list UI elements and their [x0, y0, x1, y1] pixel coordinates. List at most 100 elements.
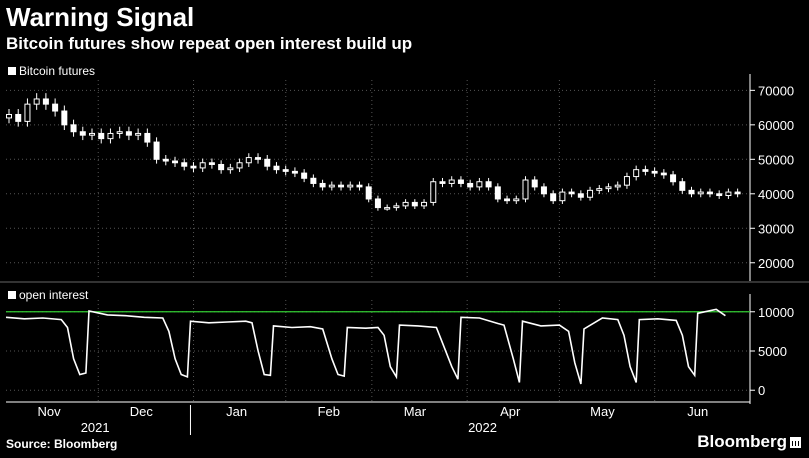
candle-body: [679, 181, 686, 191]
candle-body: [688, 189, 695, 195]
candle-body: [282, 169, 289, 172]
candle-body: [633, 169, 640, 178]
chart-subtitle: Bitcoin futures show repeat open interes…: [6, 34, 413, 53]
candle-body: [504, 198, 511, 202]
candle-body: [651, 170, 658, 174]
x-tick-label-month: Feb: [318, 404, 340, 419]
candle-body: [670, 174, 677, 183]
candle-body: [98, 132, 105, 140]
candle-body: [135, 132, 142, 136]
x-tick-label-month: Mar: [404, 404, 427, 419]
candle-body: [623, 176, 630, 186]
candle-body: [577, 193, 584, 198]
candle-body: [430, 181, 437, 203]
candle-body: [421, 201, 428, 207]
y-tick-label: 0: [758, 383, 765, 398]
y-tick-label: 50000: [758, 152, 794, 167]
candle-body: [522, 179, 529, 200]
candle-body: [24, 103, 31, 122]
candle-body: [494, 186, 501, 200]
y-tick-label: 10000: [758, 305, 794, 320]
candle-body: [181, 162, 188, 167]
legend-label: open interest: [19, 288, 89, 302]
legend-label: Bitcoin futures: [19, 64, 96, 78]
candle-body: [439, 181, 446, 184]
candle-body: [338, 184, 345, 188]
candle-body: [596, 188, 603, 191]
candle-body: [52, 103, 59, 112]
candle-body: [384, 207, 391, 210]
candle-body: [411, 201, 418, 207]
brand-logo: Bloomberg: [697, 432, 801, 452]
x-tick-label-month: Nov: [37, 404, 61, 419]
x-tick-label-month: Dec: [130, 404, 154, 419]
x-tick-label-month: Jun: [687, 404, 708, 419]
candle-body: [208, 162, 215, 165]
candle-body: [190, 165, 197, 169]
candle-body: [89, 132, 96, 136]
candle-body: [734, 191, 741, 195]
candle-body: [467, 182, 474, 188]
candle-body: [660, 172, 667, 176]
candle-body: [559, 191, 566, 202]
candle-body: [476, 181, 483, 188]
candle-body: [291, 170, 298, 174]
candle-body: [531, 179, 538, 188]
candle-body: [642, 169, 649, 172]
legend-open-interest: open interest: [8, 288, 88, 302]
candle-body: [162, 158, 169, 162]
candle-body: [328, 184, 335, 188]
legend-bitcoin-futures: Bitcoin futures: [8, 64, 95, 78]
candle-body: [393, 205, 400, 209]
candle-body: [79, 131, 86, 136]
source-note: Source: Bloomberg: [6, 437, 118, 451]
open-interest-line: [5, 308, 726, 385]
candle-body: [485, 181, 492, 188]
x-tick-label-month: Jan: [226, 404, 247, 419]
candle-body: [614, 184, 621, 188]
candle-body: [264, 158, 271, 167]
x-tick-label-month: Apr: [500, 404, 521, 419]
chart-title: Warning Signal: [6, 2, 195, 32]
candle-body: [116, 131, 123, 134]
x-tick-label-month: May: [590, 404, 615, 419]
candle-body: [301, 172, 308, 179]
y-tick-label: 30000: [758, 221, 794, 236]
candle-body: [448, 179, 455, 184]
candle-body: [587, 189, 594, 198]
candle-body: [236, 162, 243, 169]
y-tick-label: 60000: [758, 118, 794, 133]
candle-body: [513, 198, 520, 202]
candle-body: [365, 186, 372, 200]
candle-body: [107, 132, 114, 140]
candle-body: [457, 179, 464, 184]
candle-body: [42, 98, 49, 105]
x-tick-label-year: 2021: [81, 420, 110, 435]
legend-swatch: [8, 67, 16, 75]
legend-swatch: [8, 291, 16, 299]
candle-body: [6, 113, 12, 119]
y-tick-label: 5000: [758, 344, 787, 359]
x-tick-label-year: 2022: [468, 420, 497, 435]
candle-body: [374, 198, 381, 209]
candle-body: [227, 167, 234, 171]
candle-body: [218, 163, 225, 171]
candle-body: [716, 193, 723, 197]
candle-body: [697, 191, 704, 195]
candle-body: [61, 110, 68, 126]
candle-body: [245, 157, 252, 164]
candle-body: [70, 124, 77, 133]
candle-body: [540, 186, 547, 195]
candle-body: [255, 157, 262, 160]
brand-text: Bloomberg: [697, 432, 787, 451]
candle-body: [605, 186, 612, 190]
candle-body: [725, 191, 732, 197]
candle-body: [153, 141, 160, 160]
candle-body: [356, 184, 363, 188]
candle-body: [273, 165, 280, 171]
bloomberg-icon: [790, 436, 801, 448]
candle-body: [125, 131, 132, 136]
candle-body: [706, 191, 713, 195]
y-tick-label: 20000: [758, 256, 794, 271]
